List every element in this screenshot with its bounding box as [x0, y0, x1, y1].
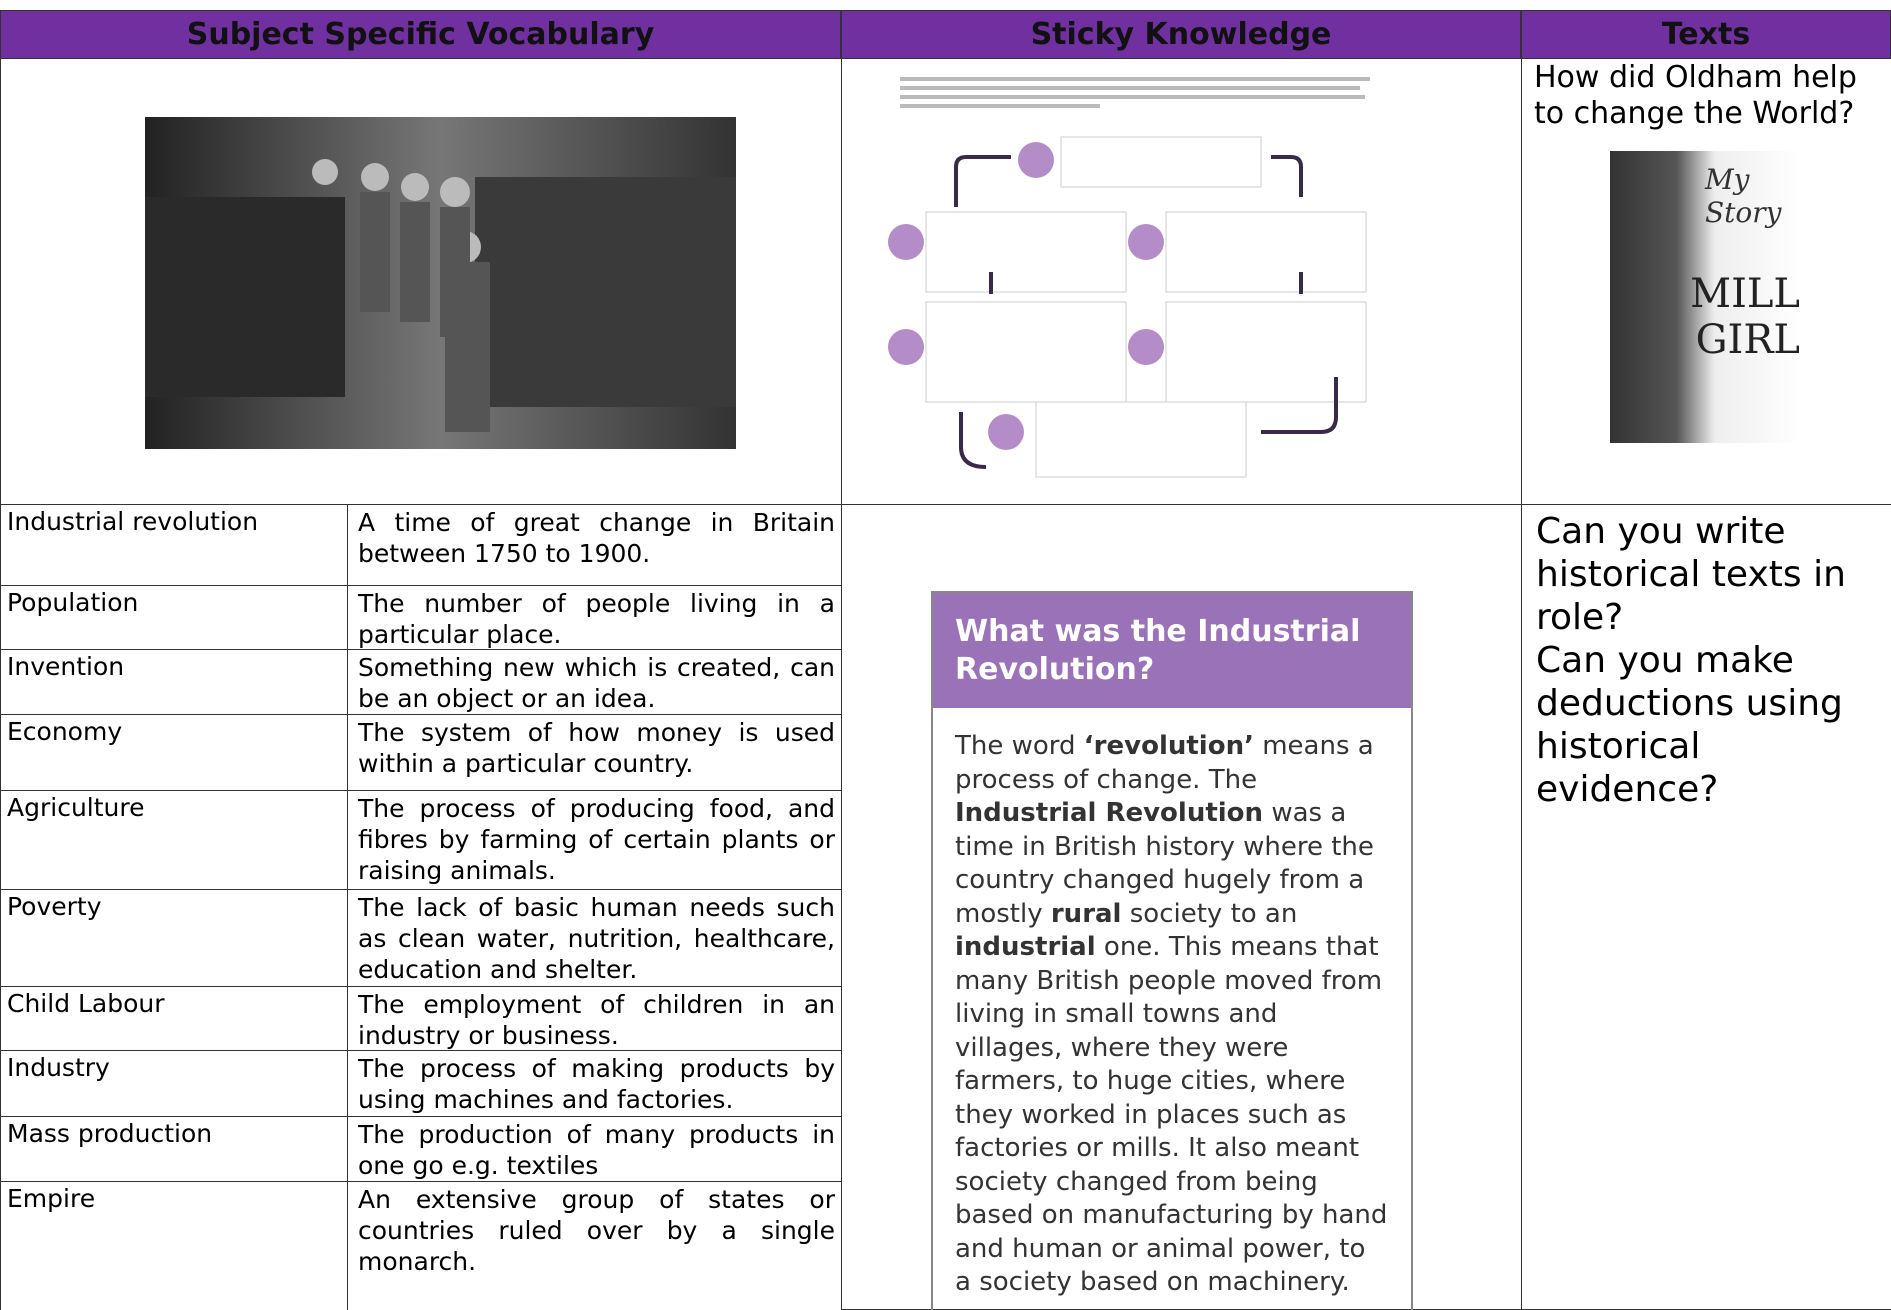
header-cell: Subject Specific Vocabulary	[0, 10, 841, 59]
vocab-term: Economy	[0, 714, 348, 791]
vocab-term: Empire	[0, 1181, 348, 1310]
vocab-term: Poverty	[0, 889, 348, 987]
vocab-definition: An extensive group of states or countrie…	[347, 1181, 842, 1310]
vocab-term: Invention	[0, 649, 348, 715]
vocab-definition: The lack of basic human needs such as cl…	[347, 889, 842, 987]
mill-photo	[145, 117, 736, 449]
book-series: My Story	[1705, 163, 1782, 229]
vocab-term: Industrial revolution	[0, 504, 348, 586]
info-box: What was the Industrial Revolution? The …	[931, 591, 1413, 1310]
header-cell: Texts	[1521, 10, 1891, 59]
vocab-term: Population	[0, 585, 348, 650]
cycle-diagram	[888, 77, 1370, 478]
vocab-definition: The production of many products in one g…	[347, 1116, 842, 1182]
book-title: Mill Girl	[1690, 271, 1800, 363]
header-cell: Sticky Knowledge	[841, 10, 1521, 59]
vocab-definition: The process of producing food, and fibre…	[347, 790, 842, 890]
question: Can you make deductions using historical…	[1536, 640, 1843, 810]
vocab-term: Mass production	[0, 1116, 348, 1182]
vocab-term: Industry	[0, 1050, 348, 1117]
paragraph-segment: one. This means that many British people…	[955, 932, 1388, 1297]
paragraph-segment: industrial	[955, 932, 1096, 962]
vocab-definition: Something new which is created, can be a…	[347, 649, 842, 715]
paragraph-segment: ‘revolution’	[1083, 731, 1254, 761]
paragraph-segment: rural	[1050, 898, 1122, 929]
questions: Can you write historical texts in role? C…	[1536, 510, 1876, 811]
vocab-definition: The number of people living in a particu…	[347, 585, 842, 650]
paragraph-segment: Industrial Revolution	[955, 798, 1264, 828]
paragraph-segment: means a process of change. The	[955, 731, 1374, 795]
paragraph-segment: society to an	[1121, 898, 1298, 929]
question: Can you write historical texts in role?	[1536, 511, 1846, 638]
paragraph-segment: was a time in British history where the …	[955, 798, 1374, 929]
vocab-definition: The system of how money is used within a…	[347, 714, 842, 791]
vocab-term: Agriculture	[0, 790, 348, 890]
box-paragraph: The word ‘revolution’ means a process of…	[933, 708, 1411, 1310]
paragraph-segment: The word	[955, 731, 1084, 761]
book-cover: My Story Mill Girl	[1610, 151, 1800, 443]
vocab-term: Child Labour	[0, 986, 348, 1051]
vocab-definition: A time of great change in Britain betwee…	[347, 504, 842, 586]
vocab-definition: The employment of children in an industr…	[347, 986, 842, 1051]
vocab-definition: The process of making products by using …	[347, 1050, 842, 1117]
texts-question: How did Oldham help to change the World?	[1534, 60, 1857, 131]
box-title: What was the Industrial Revolution?	[933, 593, 1411, 708]
